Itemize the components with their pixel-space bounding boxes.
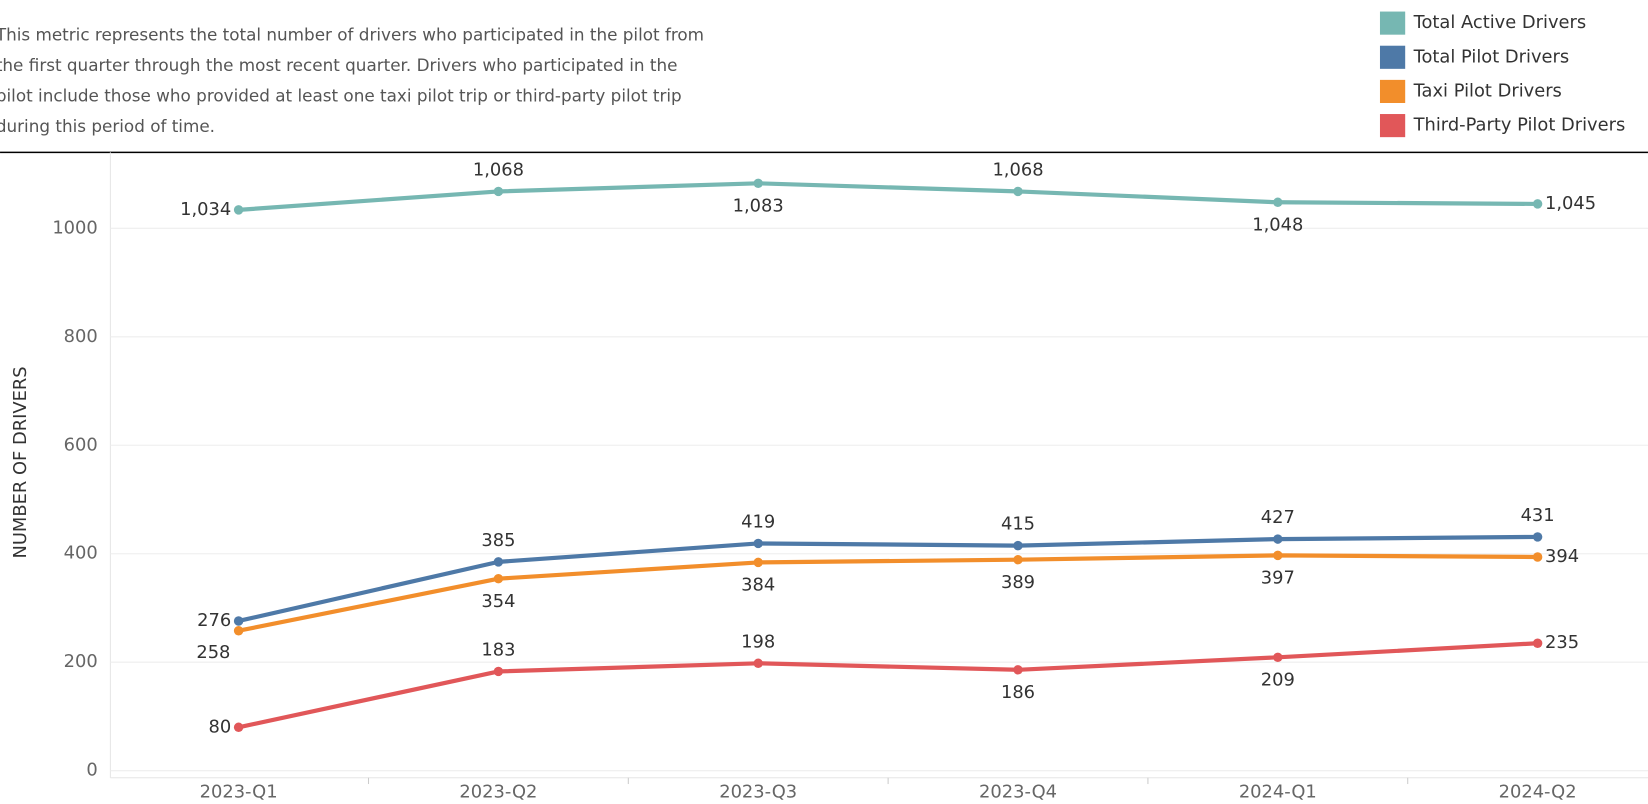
data-point [1013, 554, 1023, 565]
data-point [493, 557, 504, 567]
legend-label: Third-Party Pilot Drivers [1413, 115, 1626, 136]
y-tick-label: 200 [64, 651, 98, 672]
data-point [1532, 552, 1543, 562]
data-label: 354 [481, 591, 515, 612]
data-label: 385 [481, 530, 515, 551]
data-label: 394 [1545, 546, 1579, 567]
data-label: 258 [196, 642, 230, 663]
data-point [1532, 532, 1543, 542]
x-tick-label: 2023-Q3 [719, 781, 797, 802]
legend-swatch [1379, 114, 1406, 138]
data-point [1273, 550, 1283, 561]
data-point [1013, 186, 1023, 197]
data-point [1273, 534, 1283, 544]
series-line [238, 181, 1538, 212]
data-label: 384 [741, 575, 775, 596]
y-tick-label: 800 [64, 326, 98, 347]
data-point [753, 538, 763, 549]
data-point [493, 186, 504, 197]
legend-label: Total Pilot Drivers [1413, 46, 1570, 67]
y-tick-label: 400 [64, 543, 98, 564]
data-point [1532, 638, 1543, 648]
data-point [1013, 665, 1023, 675]
data-label: 1,068 [992, 159, 1043, 180]
data-label: 1,048 [1252, 214, 1303, 235]
data-point [233, 626, 244, 636]
legend-swatch [1379, 79, 1406, 103]
data-point [1273, 197, 1283, 208]
description: pilot include those who provided at leas… [0, 86, 682, 106]
data-label: 80 [209, 716, 232, 737]
x-tick-label: 2024-Q1 [1239, 781, 1317, 802]
data-point [233, 722, 244, 733]
data-label: 1,045 [1545, 193, 1596, 214]
description: during this period of time. [0, 116, 215, 136]
data-label: 419 [741, 511, 775, 532]
data-label: 415 [1001, 514, 1035, 535]
y-tick-label: 1000 [52, 217, 97, 238]
y-tick-label: 0 [86, 760, 97, 781]
data-label: 389 [1001, 572, 1035, 593]
data-label: 397 [1261, 567, 1295, 588]
data-point [233, 205, 244, 215]
legend-label: Total Active Drivers [1413, 12, 1587, 33]
data-point [753, 178, 763, 189]
data-point [1532, 199, 1543, 209]
data-point [753, 658, 763, 669]
description: the first quarter through the most recen… [0, 55, 677, 75]
data-point [233, 616, 244, 626]
x-tick-label: 2023-Q1 [200, 781, 278, 802]
data-label: 431 [1521, 505, 1555, 526]
y-axis-title: NUMBER OF DRIVERS [10, 366, 31, 558]
series-line [238, 553, 1538, 633]
data-label: 1,034 [180, 199, 231, 220]
data-label: 1,068 [473, 159, 524, 180]
data-label: 235 [1545, 632, 1579, 653]
data-label: 427 [1261, 507, 1295, 528]
x-tick-label: 2024-Q2 [1499, 781, 1577, 802]
series-line [238, 534, 1538, 624]
data-label: 198 [741, 631, 775, 652]
data-label: 186 [1001, 682, 1035, 703]
legend-label: Taxi Pilot Drivers [1413, 80, 1562, 101]
data-point [753, 557, 763, 568]
data-point [1013, 540, 1023, 551]
data-point [493, 666, 504, 677]
data-point [493, 573, 504, 584]
y-tick-label: 600 [64, 434, 98, 455]
legend-swatch [1379, 11, 1406, 35]
data-point [1273, 652, 1283, 663]
data-label: 183 [481, 639, 515, 660]
series-line [238, 641, 1538, 730]
data-label: 276 [197, 610, 231, 631]
data-label: 1,083 [733, 195, 784, 216]
data-label: 209 [1261, 669, 1295, 690]
x-tick-label: 2023-Q4 [979, 781, 1057, 802]
x-tick-label: 2023-Q2 [459, 781, 537, 802]
description: This metric represents the total number … [0, 25, 704, 45]
legend-swatch [1379, 45, 1406, 69]
